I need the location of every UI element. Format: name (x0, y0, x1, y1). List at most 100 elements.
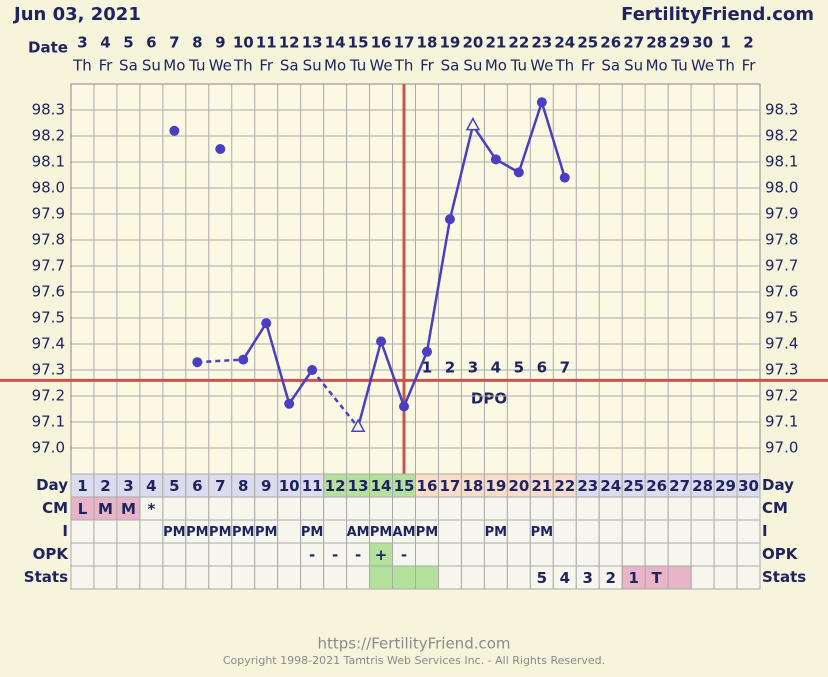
date-label: 14 (325, 34, 346, 52)
temp-point-open (350, 418, 366, 432)
table-cell (185, 496, 210, 521)
date-label: 4 (100, 34, 110, 52)
temp-segment (448, 125, 475, 220)
date-label: 24 (554, 34, 575, 52)
y-tick-label: 97.9 (32, 205, 65, 223)
date-label: Date (28, 39, 68, 57)
table-cell (231, 496, 256, 521)
table-cell (162, 565, 187, 590)
table-cell-text: M (98, 500, 113, 518)
table-cell-text: 28 (692, 477, 713, 495)
temp-point (261, 318, 272, 329)
table-cell (598, 542, 623, 567)
weekday-label: We (209, 57, 232, 75)
table-cell (415, 496, 439, 521)
table-cell (713, 542, 738, 567)
y-tick-label: 98.2 (32, 127, 65, 145)
date-label: 21 (485, 34, 506, 52)
date-label: 6 (146, 34, 156, 52)
y-tick-label-right: 98.3 (765, 101, 798, 119)
y-tick-label: 97.3 (32, 361, 65, 379)
temp-segment (471, 124, 497, 161)
table-cell (277, 565, 302, 590)
table-cell (506, 519, 531, 544)
table-cell (483, 565, 508, 590)
temp-point (307, 365, 318, 375)
date-label: 29 (669, 34, 690, 52)
table-cell-text: 21 (531, 477, 552, 495)
weekday-label: Su (624, 57, 643, 75)
row-label: Day (36, 476, 68, 494)
table-cell-shaded (667, 565, 692, 590)
table-cell (575, 542, 600, 567)
table-cell (460, 542, 485, 567)
table-cell-text: 8 (238, 477, 248, 495)
y-tick-label: 98.3 (32, 101, 65, 119)
dpo-number: 3 (468, 359, 478, 377)
table-cell-text: 5 (169, 477, 179, 495)
temp-point (559, 172, 570, 183)
date-label: 18 (417, 34, 438, 52)
weekday-label: Th (233, 57, 253, 75)
table-cell (254, 542, 279, 567)
table-cell-shaded (392, 565, 416, 590)
footer-copyright: Copyright 1998-2021 Tamtris Web Services… (223, 654, 605, 667)
table-cell-text: 5 (537, 569, 547, 587)
dpo-number: 7 (560, 359, 570, 377)
table-cell-text: 22 (554, 477, 575, 495)
y-tick-label: 97.8 (32, 231, 65, 249)
table-cell (667, 519, 692, 544)
date-label: 27 (623, 34, 644, 52)
table-cell (185, 542, 210, 567)
table-cell (437, 519, 462, 544)
weekday-label: Fr (99, 57, 114, 75)
temp-point (192, 357, 203, 368)
table-cell-text: * (147, 500, 155, 518)
date-label: 22 (508, 34, 529, 52)
date-label: 26 (600, 34, 621, 52)
table-cell (139, 519, 164, 544)
table-cell-text: - (355, 546, 361, 564)
y-tick-label: 98.1 (32, 153, 65, 171)
footer-url: https://FertilityFriend.com (317, 635, 510, 653)
temp-segment (356, 341, 383, 428)
weekday-label: Fr (581, 57, 596, 75)
table-cell (460, 565, 485, 590)
date-label: 20 (462, 34, 483, 52)
row-label: OPK (33, 545, 70, 563)
table-cell (598, 519, 623, 544)
table-cell (460, 496, 485, 521)
temp-segment (379, 340, 406, 407)
temp-segment (265, 322, 291, 405)
temp-point (536, 97, 547, 108)
table-cell-text: 20 (508, 477, 529, 495)
table-cell-text: 4 (146, 477, 156, 495)
table-cell (369, 496, 394, 521)
weekday-label: We (691, 57, 714, 75)
date-label: 28 (646, 34, 667, 52)
table-cell (139, 565, 164, 590)
table-cell-text: 12 (325, 477, 346, 495)
y-tick-label: 97.0 (32, 439, 65, 457)
temp-segment (242, 322, 268, 361)
weekday-label: We (369, 57, 392, 75)
table-cell-shaded (369, 565, 394, 590)
table-cell-text: PM (531, 525, 553, 540)
date-label: 3 (77, 34, 87, 52)
table-cell-text: PM (186, 525, 208, 540)
table-cell (690, 542, 715, 567)
table-cell-text: 19 (485, 477, 506, 495)
table-cell (713, 565, 738, 590)
dpo-number: 6 (537, 359, 547, 377)
table-cell (392, 496, 416, 521)
table-cell-text: T (652, 569, 663, 587)
date-label: 2 (743, 34, 753, 52)
table-cell (713, 496, 738, 521)
date-label: 10 (233, 34, 254, 52)
table-cell-text: 15 (394, 477, 415, 495)
date-label: 30 (692, 34, 713, 52)
table-cell-text: 26 (646, 477, 667, 495)
row-label: CM (42, 499, 68, 517)
y-tick-label: 97.2 (32, 387, 65, 405)
